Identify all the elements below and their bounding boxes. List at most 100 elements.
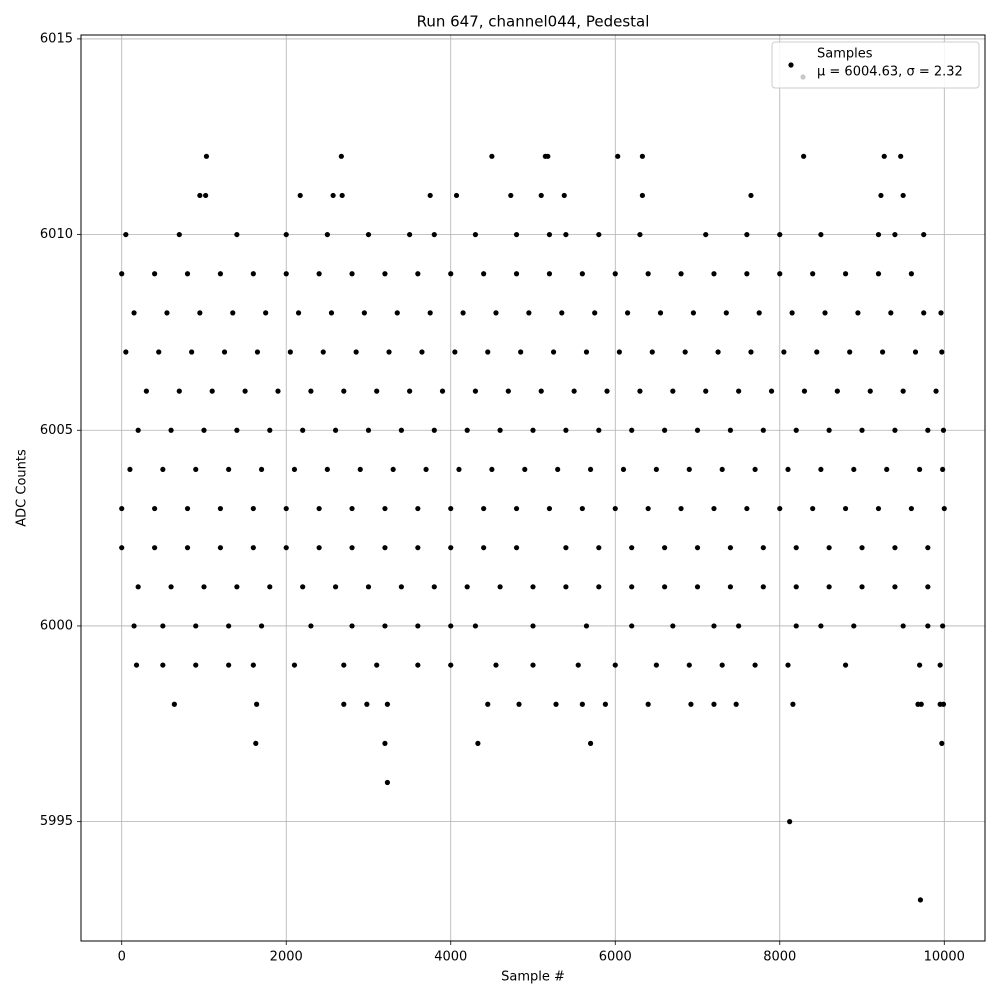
- scatter-point: [456, 466, 462, 473]
- scatter-point: [818, 466, 824, 473]
- scatter-point: [818, 231, 824, 238]
- scatter-point: [349, 505, 355, 512]
- scatter-point: [875, 231, 882, 238]
- scatter-point: [287, 349, 293, 355]
- scatter-point: [123, 349, 129, 355]
- scatter-point: [168, 584, 174, 590]
- scatter-point: [900, 388, 906, 394]
- scatter-point: [657, 310, 664, 316]
- y-tick-label: 6010: [40, 227, 73, 242]
- scatter-point: [855, 310, 861, 316]
- scatter-point: [760, 427, 766, 433]
- scatter-point: [937, 662, 943, 668]
- scatter-point: [940, 701, 947, 707]
- scatter-point: [505, 388, 511, 394]
- scatter-point: [234, 427, 240, 433]
- axes-frame: [80, 34, 986, 942]
- scatter-point: [938, 310, 944, 316]
- scatter-point: [571, 388, 577, 394]
- scatter-point: [398, 584, 404, 590]
- scatter-point: [851, 623, 857, 629]
- scatter-point: [596, 545, 602, 551]
- scatter-point: [892, 231, 898, 238]
- scatter-point: [258, 623, 265, 629]
- scatter-point: [481, 271, 487, 277]
- scatter-point: [563, 231, 569, 238]
- scatter-point: [226, 466, 232, 473]
- legend-label: Samples: [817, 47, 873, 62]
- scatter-point: [415, 505, 421, 512]
- x-axis-label: Sample #: [501, 970, 565, 985]
- scatter-point: [423, 466, 429, 473]
- scatter-point: [881, 153, 887, 159]
- scatter-point: [752, 466, 758, 473]
- scatter-point: [711, 623, 717, 629]
- scatter-point: [493, 310, 499, 316]
- scatter-point: [933, 388, 939, 394]
- scatter-point: [612, 505, 618, 512]
- scatter-point: [859, 545, 865, 551]
- scatter-point: [250, 271, 256, 277]
- scatter-point: [526, 310, 532, 316]
- scatter-point: [427, 310, 433, 316]
- scatter-point: [156, 349, 162, 355]
- scatter-point: [464, 427, 470, 433]
- scatter-point: [203, 153, 210, 159]
- scatter-point: [357, 466, 363, 473]
- scatter-point: [452, 349, 458, 355]
- scatter-point: [341, 662, 347, 668]
- scatter-point: [736, 388, 742, 394]
- scatter-point: [184, 505, 191, 512]
- scatter-point: [925, 584, 931, 590]
- scatter-point: [859, 584, 865, 590]
- scatter-point: [513, 505, 520, 512]
- scatter-point: [563, 584, 569, 590]
- scatter-point: [522, 466, 528, 473]
- scatter-point: [768, 388, 775, 394]
- scatter-point: [250, 545, 256, 551]
- scatter-point: [727, 545, 734, 551]
- scatter-point: [291, 466, 298, 473]
- scatter-point: [645, 271, 651, 277]
- scatter-point: [415, 623, 421, 629]
- scatter-point: [472, 623, 479, 629]
- scatter-point: [682, 349, 688, 355]
- scatter-point: [583, 349, 590, 355]
- scatter-point: [653, 466, 659, 473]
- scatter-point: [921, 231, 927, 238]
- legend-annotation: μ = 6004.63, σ = 2.32: [817, 65, 963, 80]
- scatter-point: [719, 662, 725, 668]
- scatter-point: [263, 310, 269, 316]
- scatter-point: [464, 584, 470, 590]
- scatter-point: [308, 623, 314, 629]
- scatter-point: [193, 662, 199, 668]
- scatter-point: [596, 427, 602, 433]
- scatter-point: [785, 466, 791, 473]
- scatter-point: [748, 192, 754, 199]
- scatter-point: [939, 740, 945, 746]
- x-tick-label: 6000: [599, 950, 632, 965]
- x-tick-label: 4000: [434, 950, 467, 965]
- scatter-point: [616, 349, 622, 355]
- scatter-point: [842, 271, 849, 277]
- scatter-point: [330, 192, 336, 199]
- scatter-point: [694, 427, 701, 433]
- scatter-point: [789, 310, 795, 316]
- scatter-point: [530, 427, 536, 433]
- scatter-point: [694, 545, 701, 551]
- scatter-point: [160, 662, 166, 668]
- scatter-point: [189, 349, 195, 355]
- scatter-point: [349, 545, 355, 551]
- scatter-point: [221, 349, 228, 355]
- scatter-point: [925, 545, 931, 551]
- scatter-point: [332, 427, 339, 433]
- scatter-point: [781, 349, 787, 355]
- scatter-point: [690, 310, 697, 316]
- scatter-point: [209, 388, 215, 394]
- scatter-point: [481, 505, 487, 512]
- scatter-point: [847, 349, 853, 355]
- scatter-point: [579, 271, 585, 277]
- legend-marker: [800, 74, 806, 80]
- scatter-point: [453, 192, 460, 199]
